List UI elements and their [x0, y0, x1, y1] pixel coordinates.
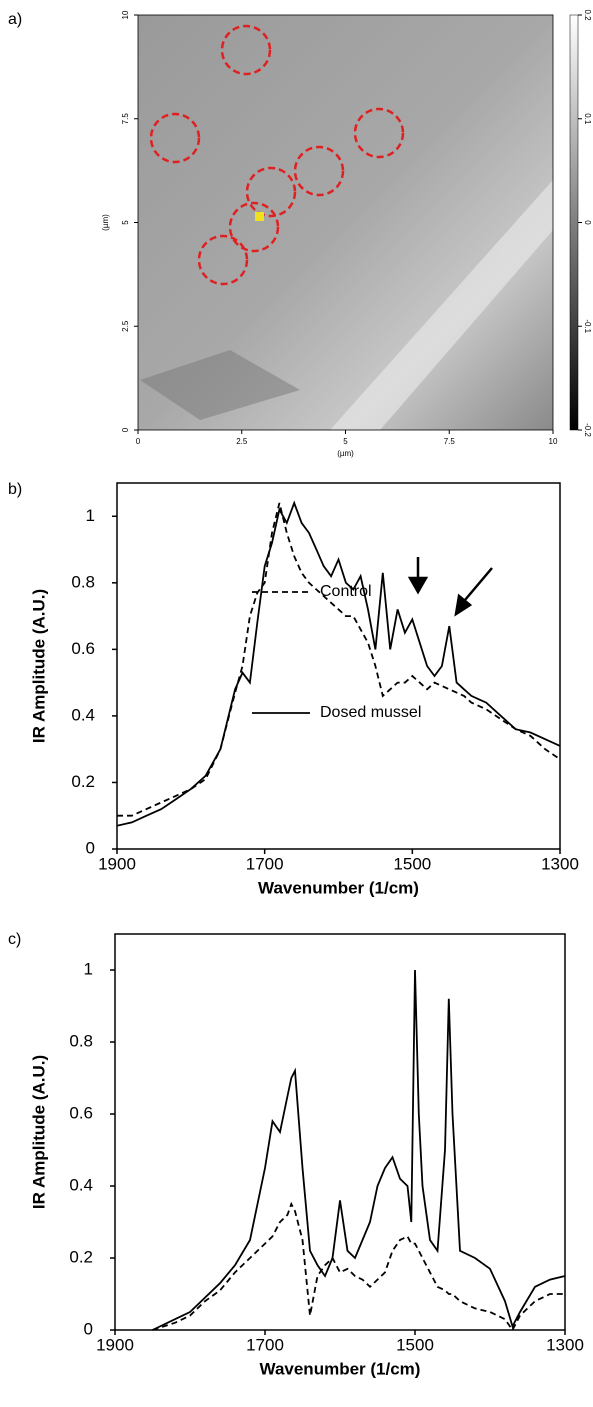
y-tick-label: 2.5	[121, 320, 130, 332]
y-tick-label: 0.4	[69, 1175, 93, 1194]
colorbar-tick-label: 0.1	[583, 113, 592, 125]
y-tick-label: 0.6	[71, 639, 95, 658]
y-axis-title: IR Amplitude (A.U.)	[29, 1055, 48, 1209]
colorbar-tick-label: 0	[583, 220, 592, 225]
series-line	[117, 502, 561, 817]
afm-image	[138, 15, 553, 430]
arrows	[407, 557, 493, 617]
panel-label: c)	[8, 931, 21, 948]
legend-label: Dosed mussel	[320, 704, 421, 721]
x-axis-title: Wavenumber (1/cm)	[258, 878, 419, 897]
x-tick-label: 0	[136, 437, 141, 446]
panel-label: b)	[8, 481, 22, 498]
x-tick-label: 1500	[393, 854, 431, 873]
series-line	[152, 969, 566, 1331]
colorbar-tick-label: -0.1	[583, 319, 592, 333]
x-tick-label: 1300	[546, 1335, 584, 1354]
plot-frame	[116, 482, 561, 850]
series-line	[152, 1201, 565, 1332]
x-axis-title: (µm)	[337, 449, 354, 458]
y-tick-label: 0	[84, 1319, 93, 1338]
y-tick-label: 0.8	[69, 1031, 93, 1050]
series-line	[116, 500, 561, 827]
y-tick-label: 0.6	[69, 1103, 93, 1122]
x-axis-title: Wavenumber (1/cm)	[260, 1359, 421, 1378]
y-axis-title: (µm)	[101, 214, 110, 231]
y-tick-label: 0.8	[71, 572, 95, 591]
y-tick-label: 10	[121, 10, 130, 19]
y-tick-label: 0.2	[69, 1247, 93, 1266]
x-tick-label: 10	[549, 437, 558, 446]
x-tick-label: 1500	[396, 1335, 434, 1354]
y-axis-title: IR Amplitude (A.U.)	[29, 589, 48, 743]
y-tick-label: 1	[84, 959, 93, 978]
y-tick-label: 5	[121, 220, 130, 225]
y-tick-label: 0	[86, 838, 95, 857]
x-tick-label: 1900	[96, 1335, 134, 1354]
x-tick-label: 5	[343, 437, 348, 446]
colorbar	[569, 14, 579, 431]
legend-label: Control	[320, 583, 372, 600]
x-tick-label: 7.5	[444, 437, 456, 446]
panel-label: a)	[8, 11, 22, 28]
x-tick-label: 1300	[541, 854, 579, 873]
y-tick-label: 0	[121, 427, 130, 432]
colorbar-tick-label: -0.2	[583, 423, 592, 437]
plot-frame	[114, 933, 566, 1331]
y-tick-label: 0.4	[71, 705, 95, 724]
x-tick-label: 2.5	[236, 437, 248, 446]
y-tick-label: 1	[86, 506, 95, 525]
y-tick-label: 0.2	[71, 772, 95, 791]
colorbar-tick-label: 0.2	[583, 9, 592, 21]
x-tick-label: 1700	[246, 854, 284, 873]
y-tick-label: 7.5	[121, 113, 130, 125]
x-tick-label: 1700	[246, 1335, 284, 1354]
x-tick-label: 1900	[98, 854, 136, 873]
